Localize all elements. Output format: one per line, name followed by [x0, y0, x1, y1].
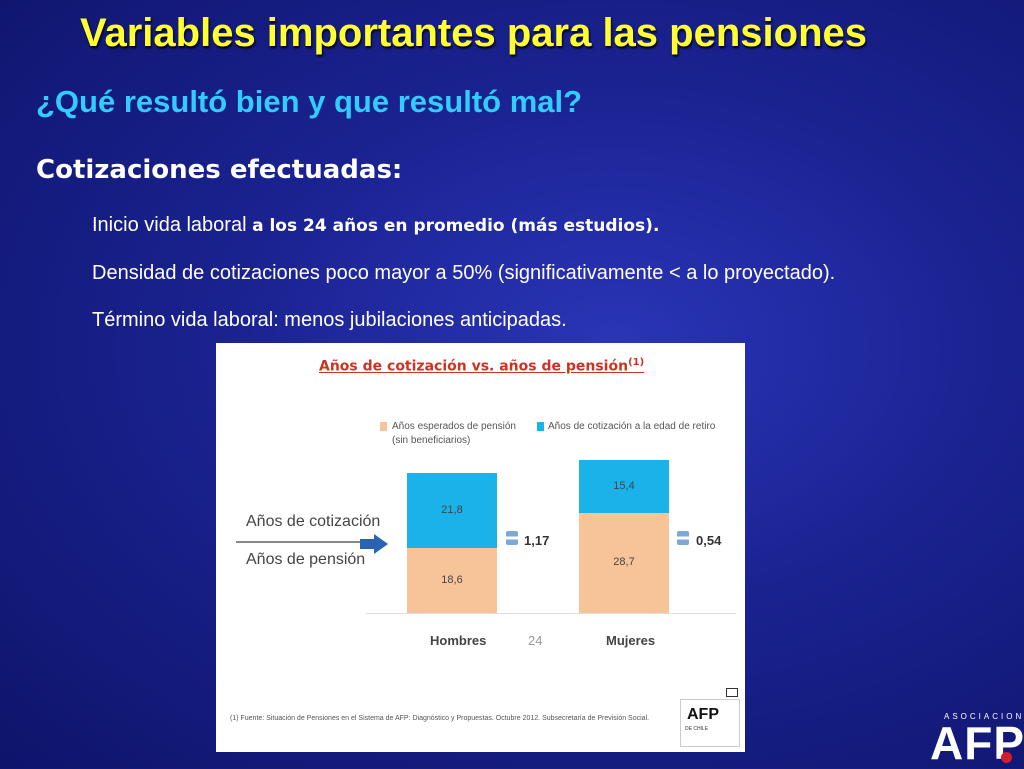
slide-subtitle: ¿Qué resultó bien y que resultó mal?: [36, 84, 583, 119]
afp-chile-logo-text: AFP: [687, 706, 719, 723]
legend-label-pension: Años esperados de pensión (sin beneficia…: [392, 421, 516, 446]
bar-hombres-series-0: 18,6: [407, 548, 497, 613]
bullet-item: Término vida laboral: menos jubilaciones…: [92, 307, 567, 333]
x-axis: [366, 613, 736, 614]
bullet-text: Inicio vida laboral: [92, 214, 253, 236]
bullet-text: Término vida laboral: menos jubilaciones…: [92, 309, 567, 331]
ratio-hombres: 1,17: [524, 533, 550, 548]
ratio-icon: [677, 531, 689, 545]
axis-note: 24: [528, 633, 543, 648]
fraction-denominator: Años de pensión: [246, 551, 366, 568]
chart-title-sup: (1): [628, 357, 645, 368]
bar-value-label: 28,7: [613, 556, 635, 569]
chart-title-text: Años de cotización vs. años de pensión: [319, 358, 629, 375]
legend-swatch-cotizacion: [537, 422, 544, 431]
legend-label-cotizacion: Años de cotización a la edad de retiro: [548, 421, 716, 432]
bar-hombres-series-1: 21,8: [407, 472, 497, 549]
footnote: (1) Fuente: Situación de Pensiones en el…: [230, 715, 650, 722]
slide-title: Variables importantes para las pensiones: [80, 11, 867, 55]
afp-chile-logo-sub: DE CHILE: [685, 726, 709, 732]
bar-value-label: 18,6: [441, 573, 463, 586]
arrow-right-icon: [374, 534, 388, 554]
fraction-line: [236, 541, 361, 543]
bullet-bold-text: a los 24 años en promedio (más estudios)…: [252, 216, 660, 236]
chart-figure: Años de cotización vs. años de pensión(1…: [216, 343, 745, 752]
section-heading: Cotizaciones efectuadas:: [36, 155, 403, 185]
bullet-item: Densidad de cotizaciones poco mayor a 50…: [92, 260, 835, 286]
flag-dot-icon: [1001, 752, 1012, 763]
bullet-item: Inicio vida laboral a los 24 años en pro…: [92, 212, 659, 239]
ratio-mujeres: 0,54: [696, 533, 722, 548]
category-label-mujeres: Mujeres: [606, 633, 656, 648]
category-label-hombres: Hombres: [430, 633, 487, 648]
legend-swatch-pension: [380, 422, 387, 431]
logo-caption: ASOCIACION: [944, 712, 1024, 721]
afp-chile-logo: AFP DE CHILE: [680, 699, 740, 747]
bar-value-label: 21,8: [441, 503, 463, 516]
arrow-shaft: [360, 539, 376, 549]
bar-mujeres-series-1: 15,4: [579, 459, 669, 514]
fraction-numerator: Años de cotización: [246, 513, 381, 530]
bar-mujeres-series-0: 28,7: [579, 513, 669, 613]
bullet-text: Densidad de cotizaciones poco mayor a 50…: [92, 262, 836, 284]
chart-title: Años de cotización vs. años de pensión(1…: [319, 357, 644, 375]
ratio-icon: [506, 531, 518, 545]
slide-icon: [726, 688, 738, 697]
bar-value-label: 15,4: [613, 479, 635, 492]
